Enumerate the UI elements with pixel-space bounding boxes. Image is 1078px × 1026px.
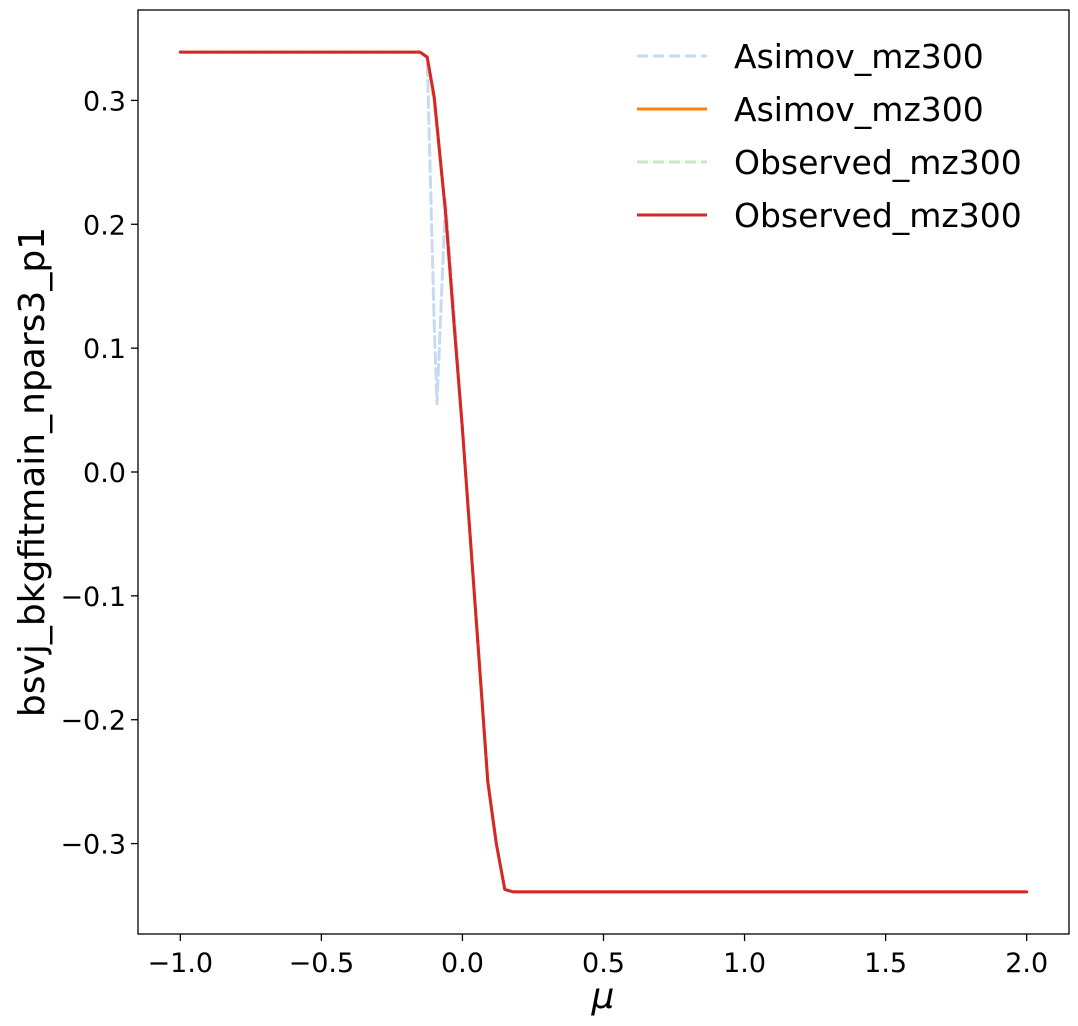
plot-lines — [178, 50, 1029, 894]
legend-label: Asimov_mz300 — [734, 37, 984, 76]
x-tick-label: 2.0 — [1005, 948, 1048, 979]
y-tick-label: 0.3 — [83, 86, 126, 117]
y-axis-label: bsvj_bkgfitmain_npars3_p1 — [12, 227, 53, 717]
series-line-3 — [178, 50, 1029, 894]
y-tick-label: 0.0 — [83, 458, 126, 489]
legend-label: Observed_mz300 — [734, 196, 1022, 235]
x-tick-label: −1.0 — [148, 948, 214, 979]
y-axis-ticks: 0.3 0.2 0.1 0.0 −0.1 −0.2 −0.3 — [60, 86, 138, 861]
x-tick-label: 1.0 — [723, 948, 766, 979]
legend-label: Asimov_mz300 — [734, 90, 984, 129]
x-tick-label: 0.5 — [582, 948, 625, 979]
x-axis-ticks: −1.0 −0.5 0.0 0.5 1.0 1.5 2.0 — [148, 934, 1048, 979]
y-tick-label: −0.3 — [60, 830, 126, 861]
x-tick-label: 1.5 — [864, 948, 907, 979]
x-tick-label: −0.5 — [289, 948, 355, 979]
y-tick-label: −0.1 — [60, 582, 126, 613]
y-tick-label: −0.2 — [60, 706, 126, 737]
legend: Asimov_mz300 Asimov_mz300 Observed_mz300 Ob… — [637, 37, 1022, 235]
x-tick-label: 0.0 — [441, 948, 484, 979]
x-axis-label: μ — [591, 976, 615, 1017]
legend-label: Observed_mz300 — [734, 143, 1022, 182]
y-tick-label: 0.2 — [83, 210, 126, 241]
y-tick-label: 0.1 — [83, 334, 126, 365]
